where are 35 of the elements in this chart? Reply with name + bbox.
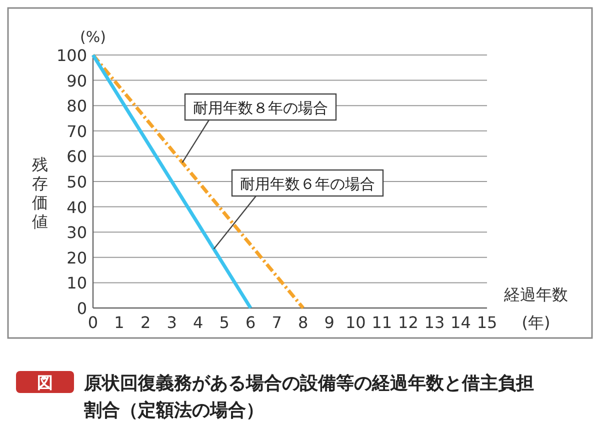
x-tick-label: 1 bbox=[114, 313, 124, 332]
text: 原状回復義務がある場合の設備等の経過年数と借主負担割合（定額法の場合） bbox=[83, 373, 534, 421]
text: (年) bbox=[522, 313, 550, 332]
y-tick-label: 100 bbox=[56, 46, 87, 65]
x-tick-label: 8 bbox=[298, 313, 308, 332]
x-tick-label: 9 bbox=[324, 313, 334, 332]
text: (%) bbox=[80, 28, 106, 46]
text: 図 bbox=[37, 373, 53, 392]
y-tick-label: 10 bbox=[66, 274, 87, 293]
y-tick-label: 90 bbox=[66, 71, 87, 90]
y-tick-label: 50 bbox=[66, 172, 87, 192]
y-tick-label: 0 bbox=[76, 299, 87, 318]
x-tick-label: 12 bbox=[398, 313, 418, 332]
x-tick-label: 2 bbox=[140, 313, 151, 332]
text: 耐用年数８年の場合 bbox=[193, 99, 328, 117]
y-tick-label: 30 bbox=[66, 223, 87, 242]
x-tick-label: 3 bbox=[166, 313, 177, 332]
x-tick-label: 7 bbox=[272, 313, 282, 332]
y-tick-label: 70 bbox=[66, 122, 87, 141]
x-tick-label: 6 bbox=[246, 313, 256, 332]
x-tick-label: 5 bbox=[219, 313, 230, 332]
x-tick-label: 15 bbox=[476, 313, 498, 332]
x-tick-label: 11 bbox=[372, 313, 392, 332]
y-axis-title: 残存価値 bbox=[32, 155, 48, 231]
x-tick-label: 10 bbox=[345, 313, 366, 332]
text: 耐用年数６年の場合 bbox=[240, 175, 375, 193]
x-tick-label: 14 bbox=[450, 313, 471, 332]
x-tick-label: 13 bbox=[424, 313, 445, 332]
x-tick-label: 4 bbox=[192, 313, 204, 332]
x-axis-title: 経過年数 bbox=[503, 285, 568, 304]
y-tick-label: 60 bbox=[66, 147, 87, 166]
y-tick-label: 20 bbox=[66, 248, 87, 268]
x-tick-label: 0 bbox=[88, 313, 98, 332]
y-tick-label: 40 bbox=[66, 198, 87, 217]
y-tick-label: 80 bbox=[66, 96, 87, 116]
